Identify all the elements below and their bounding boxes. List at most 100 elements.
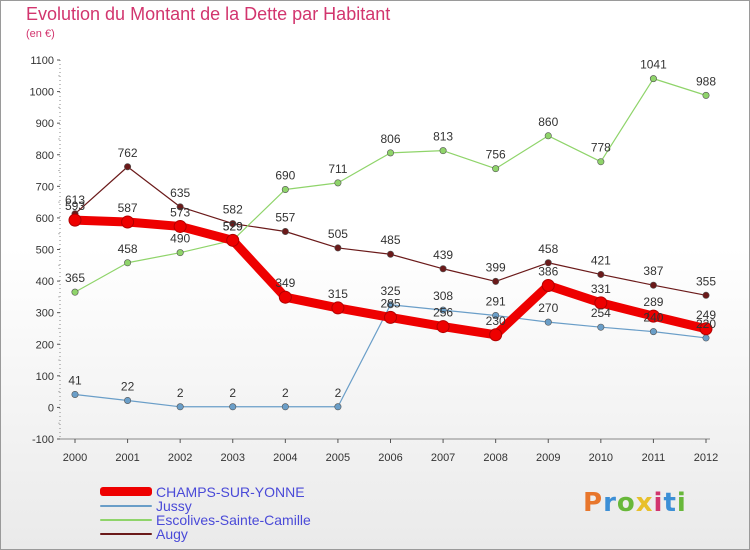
data-label: 41 (68, 373, 82, 387)
data-point (176, 249, 184, 257)
data-point (334, 179, 342, 187)
data-label: 762 (118, 146, 138, 160)
data-point (649, 328, 657, 336)
data-label: 635 (170, 186, 190, 200)
data-label: 2 (335, 386, 342, 400)
data-label: 285 (380, 296, 400, 310)
legend-label: Escolives-Sainte-Camille (156, 512, 311, 528)
data-point (386, 149, 394, 157)
y-tick-label: -100 (32, 434, 54, 446)
data-label: 315 (328, 287, 348, 301)
data-point (597, 323, 605, 331)
data-point (281, 227, 289, 235)
data-label: 582 (223, 203, 243, 217)
x-tick-label: 2001 (115, 452, 139, 464)
data-point (544, 318, 552, 326)
data-label: 249 (696, 308, 716, 322)
x-tick-label: 2004 (273, 452, 297, 464)
data-point (649, 75, 657, 83)
data-label: 860 (538, 115, 558, 129)
x-tick-label: 2000 (63, 452, 87, 464)
data-label: 2 (229, 386, 236, 400)
x-tick-label: 2012 (694, 452, 718, 464)
data-point (281, 185, 289, 193)
data-point (492, 277, 500, 285)
data-point (544, 259, 552, 267)
y-tick-label: 100 (36, 371, 54, 383)
data-label: 613 (65, 193, 85, 207)
y-tick-label: 0 (48, 402, 54, 414)
data-point (544, 132, 552, 140)
logo-letter: t (663, 488, 677, 518)
data-label: 256 (433, 306, 453, 320)
data-label: 711 (328, 162, 347, 176)
data-label: 355 (696, 274, 716, 288)
data-point (176, 403, 184, 411)
x-tick-label: 2007 (431, 452, 455, 464)
data-label: 557 (275, 210, 295, 224)
data-label: 458 (538, 242, 558, 256)
data-point (436, 320, 450, 334)
data-label: 270 (538, 301, 558, 315)
data-label: 386 (538, 265, 558, 279)
data-label: 308 (433, 289, 453, 303)
x-tick-label: 2006 (378, 452, 402, 464)
data-label: 291 (486, 295, 506, 309)
data-point (439, 306, 447, 314)
chart-title: Evolution du Montant de la Dette par Hab… (26, 4, 391, 24)
data-point (278, 290, 292, 304)
x-tick-label: 2011 (642, 452, 666, 464)
data-point (229, 220, 237, 228)
data-point (699, 322, 713, 336)
data-point (439, 147, 447, 155)
data-point (71, 390, 79, 398)
data-label: 778 (591, 141, 611, 155)
data-point (281, 403, 289, 411)
data-point (173, 219, 187, 233)
y-tick-label: 300 (36, 308, 54, 320)
legend-label: CHAMPS-SUR-YONNE (156, 484, 305, 500)
y-tick-label: 600 (36, 213, 54, 225)
data-label: 756 (486, 148, 506, 162)
logo-letter: o (616, 488, 636, 518)
y-tick-label: 900 (36, 118, 54, 130)
data-label: 331 (591, 282, 611, 296)
legend-swatch (100, 505, 152, 507)
data-label: 2 (282, 386, 289, 400)
data-point (176, 203, 184, 211)
data-point (124, 396, 132, 404)
y-tick-label: 1100 (30, 55, 54, 67)
data-label: 988 (696, 74, 716, 88)
data-label: 254 (591, 306, 611, 320)
y-tick-label: 400 (36, 276, 54, 288)
y-tick-label: 500 (36, 245, 54, 257)
data-point (334, 244, 342, 252)
data-label: 529 (223, 219, 243, 233)
data-label: 1041 (640, 58, 667, 72)
logo-letter: i (676, 488, 687, 518)
data-point (386, 301, 394, 309)
data-point (121, 215, 135, 229)
data-label: 289 (643, 295, 663, 309)
y-tick-label: 800 (36, 150, 54, 162)
chart-subtitle: (en €) (26, 28, 55, 40)
logo-letter: r (603, 488, 617, 518)
data-label: 587 (118, 201, 138, 215)
proxiti-logo: Proxiti (583, 488, 687, 518)
logo-letter: P (583, 488, 604, 518)
data-label: 813 (433, 130, 453, 144)
y-tick-label: 1000 (30, 87, 54, 99)
legend-swatch (100, 487, 152, 496)
data-point (646, 309, 660, 323)
data-label: 593 (65, 199, 85, 213)
data-label: 365 (65, 271, 85, 285)
logo-letter: i (653, 488, 664, 518)
data-point (386, 250, 394, 258)
data-point (226, 233, 240, 247)
data-point (68, 213, 82, 227)
data-point (124, 259, 132, 267)
data-point (334, 403, 342, 411)
data-label: 240 (643, 311, 663, 325)
data-point (594, 296, 608, 310)
